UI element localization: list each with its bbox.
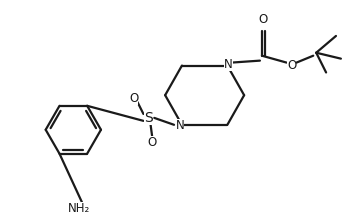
Text: O: O: [129, 92, 138, 105]
Text: N: N: [176, 119, 184, 132]
Text: O: O: [148, 136, 157, 149]
Text: O: O: [287, 59, 296, 72]
Text: O: O: [258, 13, 268, 26]
Text: S: S: [144, 111, 153, 125]
Text: N: N: [224, 58, 233, 71]
Text: NH₂: NH₂: [68, 202, 90, 215]
